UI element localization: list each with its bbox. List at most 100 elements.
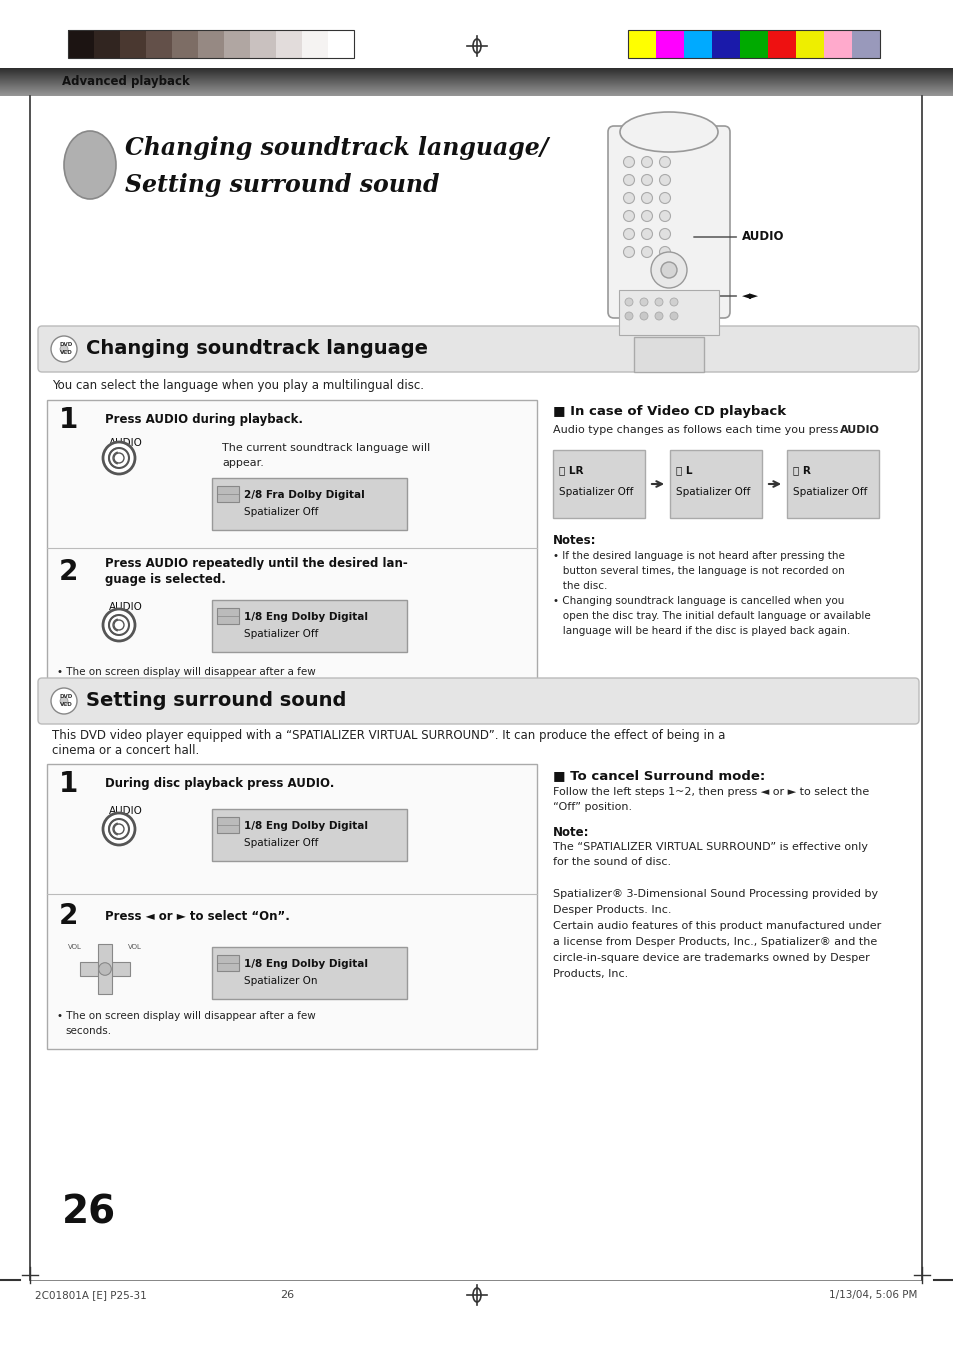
Bar <box>47 765 537 1048</box>
Bar <box>172 30 198 58</box>
Circle shape <box>640 192 652 204</box>
Circle shape <box>60 345 68 353</box>
Bar <box>212 600 407 653</box>
Bar <box>823 30 851 58</box>
Bar <box>328 30 354 58</box>
Text: VCD: VCD <box>60 703 72 708</box>
Text: Spatializer Off: Spatializer Off <box>244 507 318 517</box>
Text: • The on screen display will disappear after a few: • The on screen display will disappear a… <box>57 1011 315 1021</box>
Text: the disc.: the disc. <box>553 581 607 590</box>
Circle shape <box>655 299 662 305</box>
Bar <box>47 400 537 711</box>
Bar <box>669 450 761 517</box>
Text: Products, Inc.: Products, Inc. <box>553 969 628 979</box>
Text: 2: 2 <box>59 558 78 586</box>
Bar <box>212 478 407 530</box>
Text: 1/8 Eng Dolby Digital: 1/8 Eng Dolby Digital <box>244 959 368 969</box>
Bar <box>94 30 120 58</box>
Circle shape <box>103 442 135 474</box>
Bar <box>683 30 711 58</box>
Bar <box>740 30 767 58</box>
Bar <box>618 290 719 335</box>
Text: DVD: DVD <box>60 343 73 347</box>
Circle shape <box>655 312 662 320</box>
Text: • The on screen display will disappear after a few: • The on screen display will disappear a… <box>57 667 315 677</box>
Text: ■ To cancel Surround mode:: ■ To cancel Surround mode: <box>553 770 764 782</box>
Circle shape <box>51 688 77 713</box>
Text: You can select the language when you play a multilingual disc.: You can select the language when you pla… <box>52 378 423 392</box>
Text: “Off” position.: “Off” position. <box>553 802 632 812</box>
Ellipse shape <box>619 112 718 153</box>
Text: for the sound of disc.: for the sound of disc. <box>553 857 670 867</box>
Text: Notes:: Notes: <box>553 534 596 547</box>
Bar <box>302 30 328 58</box>
Circle shape <box>639 312 647 320</box>
Bar <box>68 30 94 58</box>
Text: Changing soundtrack language: Changing soundtrack language <box>86 339 428 358</box>
Text: Spatializer On: Spatializer On <box>244 975 317 986</box>
Bar <box>786 450 878 517</box>
Text: ⒜ L: ⒜ L <box>676 465 692 476</box>
Text: Spatializer Off: Spatializer Off <box>676 486 750 497</box>
Text: 1: 1 <box>59 407 78 434</box>
Bar <box>212 809 407 861</box>
Text: seconds.: seconds. <box>65 682 111 692</box>
Circle shape <box>640 246 652 258</box>
Text: VOL: VOL <box>128 944 142 950</box>
Text: 1/13/04, 5:06 PM: 1/13/04, 5:06 PM <box>828 1290 916 1300</box>
Text: Press AUDIO during playback.: Press AUDIO during playback. <box>105 413 303 427</box>
FancyBboxPatch shape <box>38 678 918 724</box>
Circle shape <box>660 262 677 278</box>
Bar <box>767 30 795 58</box>
Circle shape <box>623 174 634 185</box>
Circle shape <box>623 157 634 168</box>
Text: • If the desired language is not heard after pressing the: • If the desired language is not heard a… <box>553 551 844 561</box>
Text: 26: 26 <box>62 1193 116 1231</box>
Circle shape <box>60 697 68 705</box>
Circle shape <box>51 336 77 362</box>
Bar <box>68 30 354 58</box>
Bar <box>198 30 224 58</box>
Circle shape <box>103 813 135 844</box>
Text: language will be heard if the disc is played back again.: language will be heard if the disc is pl… <box>553 626 849 636</box>
Bar <box>216 608 239 624</box>
Text: 1/8 Eng Dolby Digital: 1/8 Eng Dolby Digital <box>244 821 368 831</box>
Circle shape <box>650 253 686 288</box>
FancyBboxPatch shape <box>38 326 918 372</box>
Bar <box>216 955 239 971</box>
Bar <box>711 30 740 58</box>
Ellipse shape <box>64 131 116 199</box>
Text: Setting surround sound: Setting surround sound <box>125 173 439 197</box>
Bar <box>212 947 407 998</box>
Text: AUDIO: AUDIO <box>109 603 143 612</box>
Text: • Changing soundtrack language is cancelled when you: • Changing soundtrack language is cancel… <box>553 596 843 607</box>
Bar <box>795 30 823 58</box>
Circle shape <box>659 174 670 185</box>
Text: The “SPATIALIZER VIRTUAL SURROUND” is effective only: The “SPATIALIZER VIRTUAL SURROUND” is ef… <box>553 842 867 852</box>
Bar <box>250 30 275 58</box>
Text: 2/8 Fra Dolby Digital: 2/8 Fra Dolby Digital <box>244 490 364 500</box>
Circle shape <box>640 174 652 185</box>
Bar <box>224 30 250 58</box>
Text: Advanced playback: Advanced playback <box>62 76 190 89</box>
Circle shape <box>659 246 670 258</box>
Text: ⒜ R: ⒜ R <box>792 465 810 476</box>
Circle shape <box>659 228 670 239</box>
Bar <box>553 450 644 517</box>
Text: appear.: appear. <box>222 458 264 467</box>
Text: guage is selected.: guage is selected. <box>105 574 226 586</box>
Bar <box>275 30 302 58</box>
Text: ■ In case of Video CD playback: ■ In case of Video CD playback <box>553 405 785 419</box>
Text: AUDIO: AUDIO <box>109 807 143 816</box>
Circle shape <box>640 211 652 222</box>
Circle shape <box>624 312 633 320</box>
Circle shape <box>669 299 678 305</box>
Text: Press AUDIO repeatedly until the desired lan-: Press AUDIO repeatedly until the desired… <box>105 558 407 570</box>
Bar <box>216 817 239 834</box>
Text: 1: 1 <box>59 770 78 798</box>
Text: Spatializer Off: Spatializer Off <box>244 630 318 639</box>
Text: VCD: VCD <box>60 350 72 355</box>
Bar <box>98 944 112 994</box>
Text: Spatializer® 3-Dimensional Sound Processing provided by: Spatializer® 3-Dimensional Sound Process… <box>553 889 877 898</box>
FancyBboxPatch shape <box>607 126 729 317</box>
